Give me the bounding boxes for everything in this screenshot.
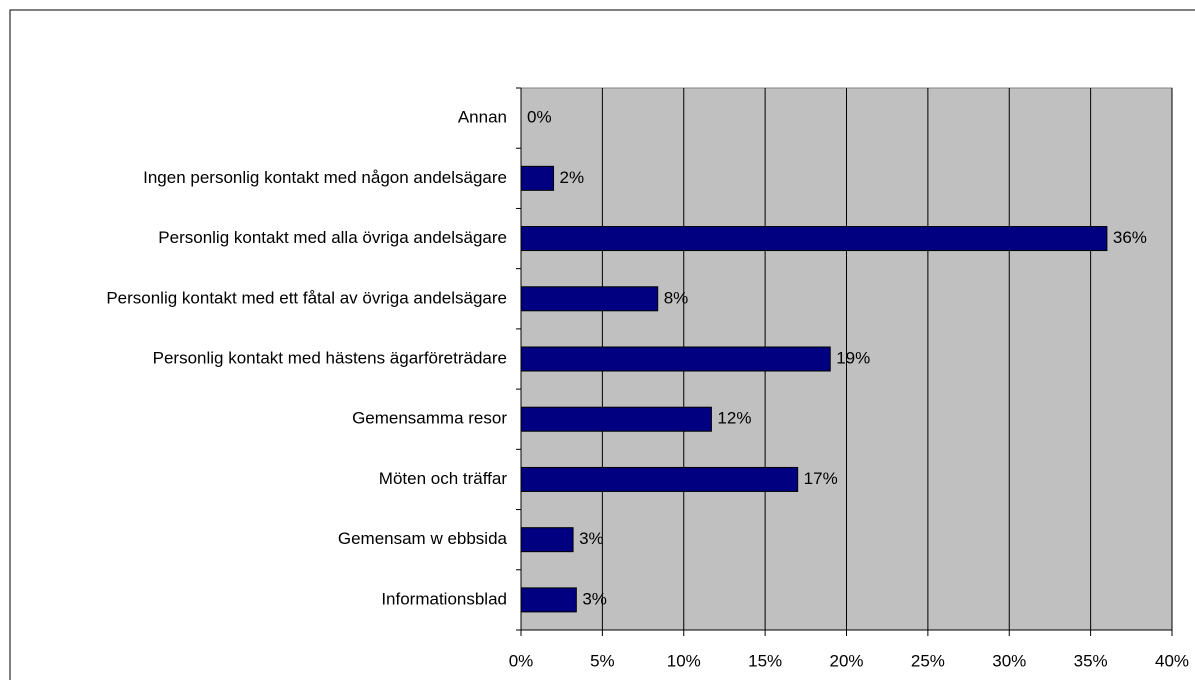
bar xyxy=(520,346,831,372)
y-tick-label: Annan xyxy=(458,108,507,127)
x-tick-label: 30% xyxy=(992,651,1026,670)
data-label: 3% xyxy=(579,529,604,548)
bar xyxy=(520,406,712,432)
y-tick-label: Gemensam w ebbsida xyxy=(338,529,508,548)
y-tick-label: Personlig kontakt med hästens ägarföretr… xyxy=(153,348,507,367)
bar xyxy=(520,527,574,553)
x-tick-label: 35% xyxy=(1074,651,1108,670)
bar xyxy=(520,226,1108,252)
data-label: 8% xyxy=(664,288,689,307)
x-tick-label: 40% xyxy=(1155,651,1189,670)
x-tick-label: 15% xyxy=(748,651,782,670)
y-tick-label: Personlig kontakt med ett fåtal av övrig… xyxy=(106,288,507,307)
data-label: 2% xyxy=(560,168,585,187)
data-label: 12% xyxy=(717,409,751,428)
data-label: 36% xyxy=(1113,228,1147,247)
y-tick-label: Personlig kontakt med alla övriga andels… xyxy=(158,228,507,247)
data-label: 3% xyxy=(582,589,607,608)
data-label: 19% xyxy=(836,348,870,367)
x-tick-label: 0% xyxy=(509,651,534,670)
x-tick-label: 20% xyxy=(829,651,863,670)
y-tick-label: Ingen personlig kontakt med någon andels… xyxy=(143,168,507,187)
x-tick-label: 5% xyxy=(590,651,615,670)
data-label: 0% xyxy=(527,108,552,127)
y-tick-label: Informationsblad xyxy=(381,589,507,608)
data-label: 17% xyxy=(804,469,838,488)
x-tick-label: 10% xyxy=(667,651,701,670)
bar xyxy=(520,286,659,312)
bar xyxy=(520,587,577,613)
y-tick-label: Gemensamma resor xyxy=(352,409,507,428)
bar xyxy=(520,165,555,191)
bar xyxy=(520,466,799,492)
x-tick-label: 25% xyxy=(911,651,945,670)
y-tick-label: Möten och träffar xyxy=(379,469,508,488)
